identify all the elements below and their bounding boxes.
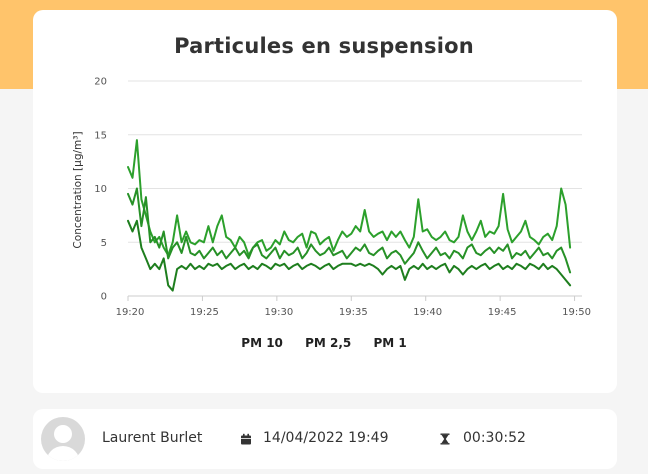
y-tick-label: 0: [101, 292, 107, 303]
chart-series: [127, 139, 572, 292]
x-tick-label: 19:20: [116, 307, 145, 318]
series-line-pm1: [127, 219, 572, 292]
y-tick-label: 20: [94, 77, 107, 88]
chart-title: Particules en suspension: [174, 34, 474, 58]
x-tick-label: 19:30: [264, 307, 293, 318]
x-tick-label: 19:35: [339, 307, 368, 318]
x-tick-label: 19:50: [562, 307, 591, 318]
session-duration: 00:30:52: [463, 430, 526, 446]
y-tick-label: 15: [94, 130, 107, 141]
chart-axes: 0 5 10 15 20 19:20 19:25 19:30 19:35 19:40 19:45 19…: [94, 77, 591, 319]
user-name: Laurent Burlet: [102, 430, 203, 446]
x-tick-label: 19:45: [488, 307, 517, 318]
series-line-pm10: [127, 139, 572, 257]
hourglass-icon: [440, 433, 450, 445]
legend-item-pm25[interactable]: PM 2,5: [305, 336, 352, 350]
series-line-pm25: [127, 187, 572, 274]
y-tick-label: 10: [94, 184, 107, 195]
x-tick-label: 19:25: [190, 307, 219, 318]
y-axis-title: Concentration [µg/m³]: [72, 131, 84, 248]
x-tick-label: 19:40: [413, 307, 442, 318]
chart-legend: PM 10 PM 2,5 PM 1: [0, 336, 648, 350]
y-tick-label: 5: [101, 238, 107, 249]
session-date-time: 14/04/2022 19:49: [263, 430, 389, 446]
user-avatar-icon: [41, 417, 85, 461]
session-info-bar: Laurent Burlet 14/04/2022 19:49 00:30:52: [33, 409, 617, 469]
legend-item-pm10[interactable]: PM 10: [241, 336, 283, 350]
calendar-icon: [241, 433, 251, 445]
legend-item-pm1[interactable]: PM 1: [373, 336, 407, 350]
chart-gridlines: [128, 80, 582, 297]
